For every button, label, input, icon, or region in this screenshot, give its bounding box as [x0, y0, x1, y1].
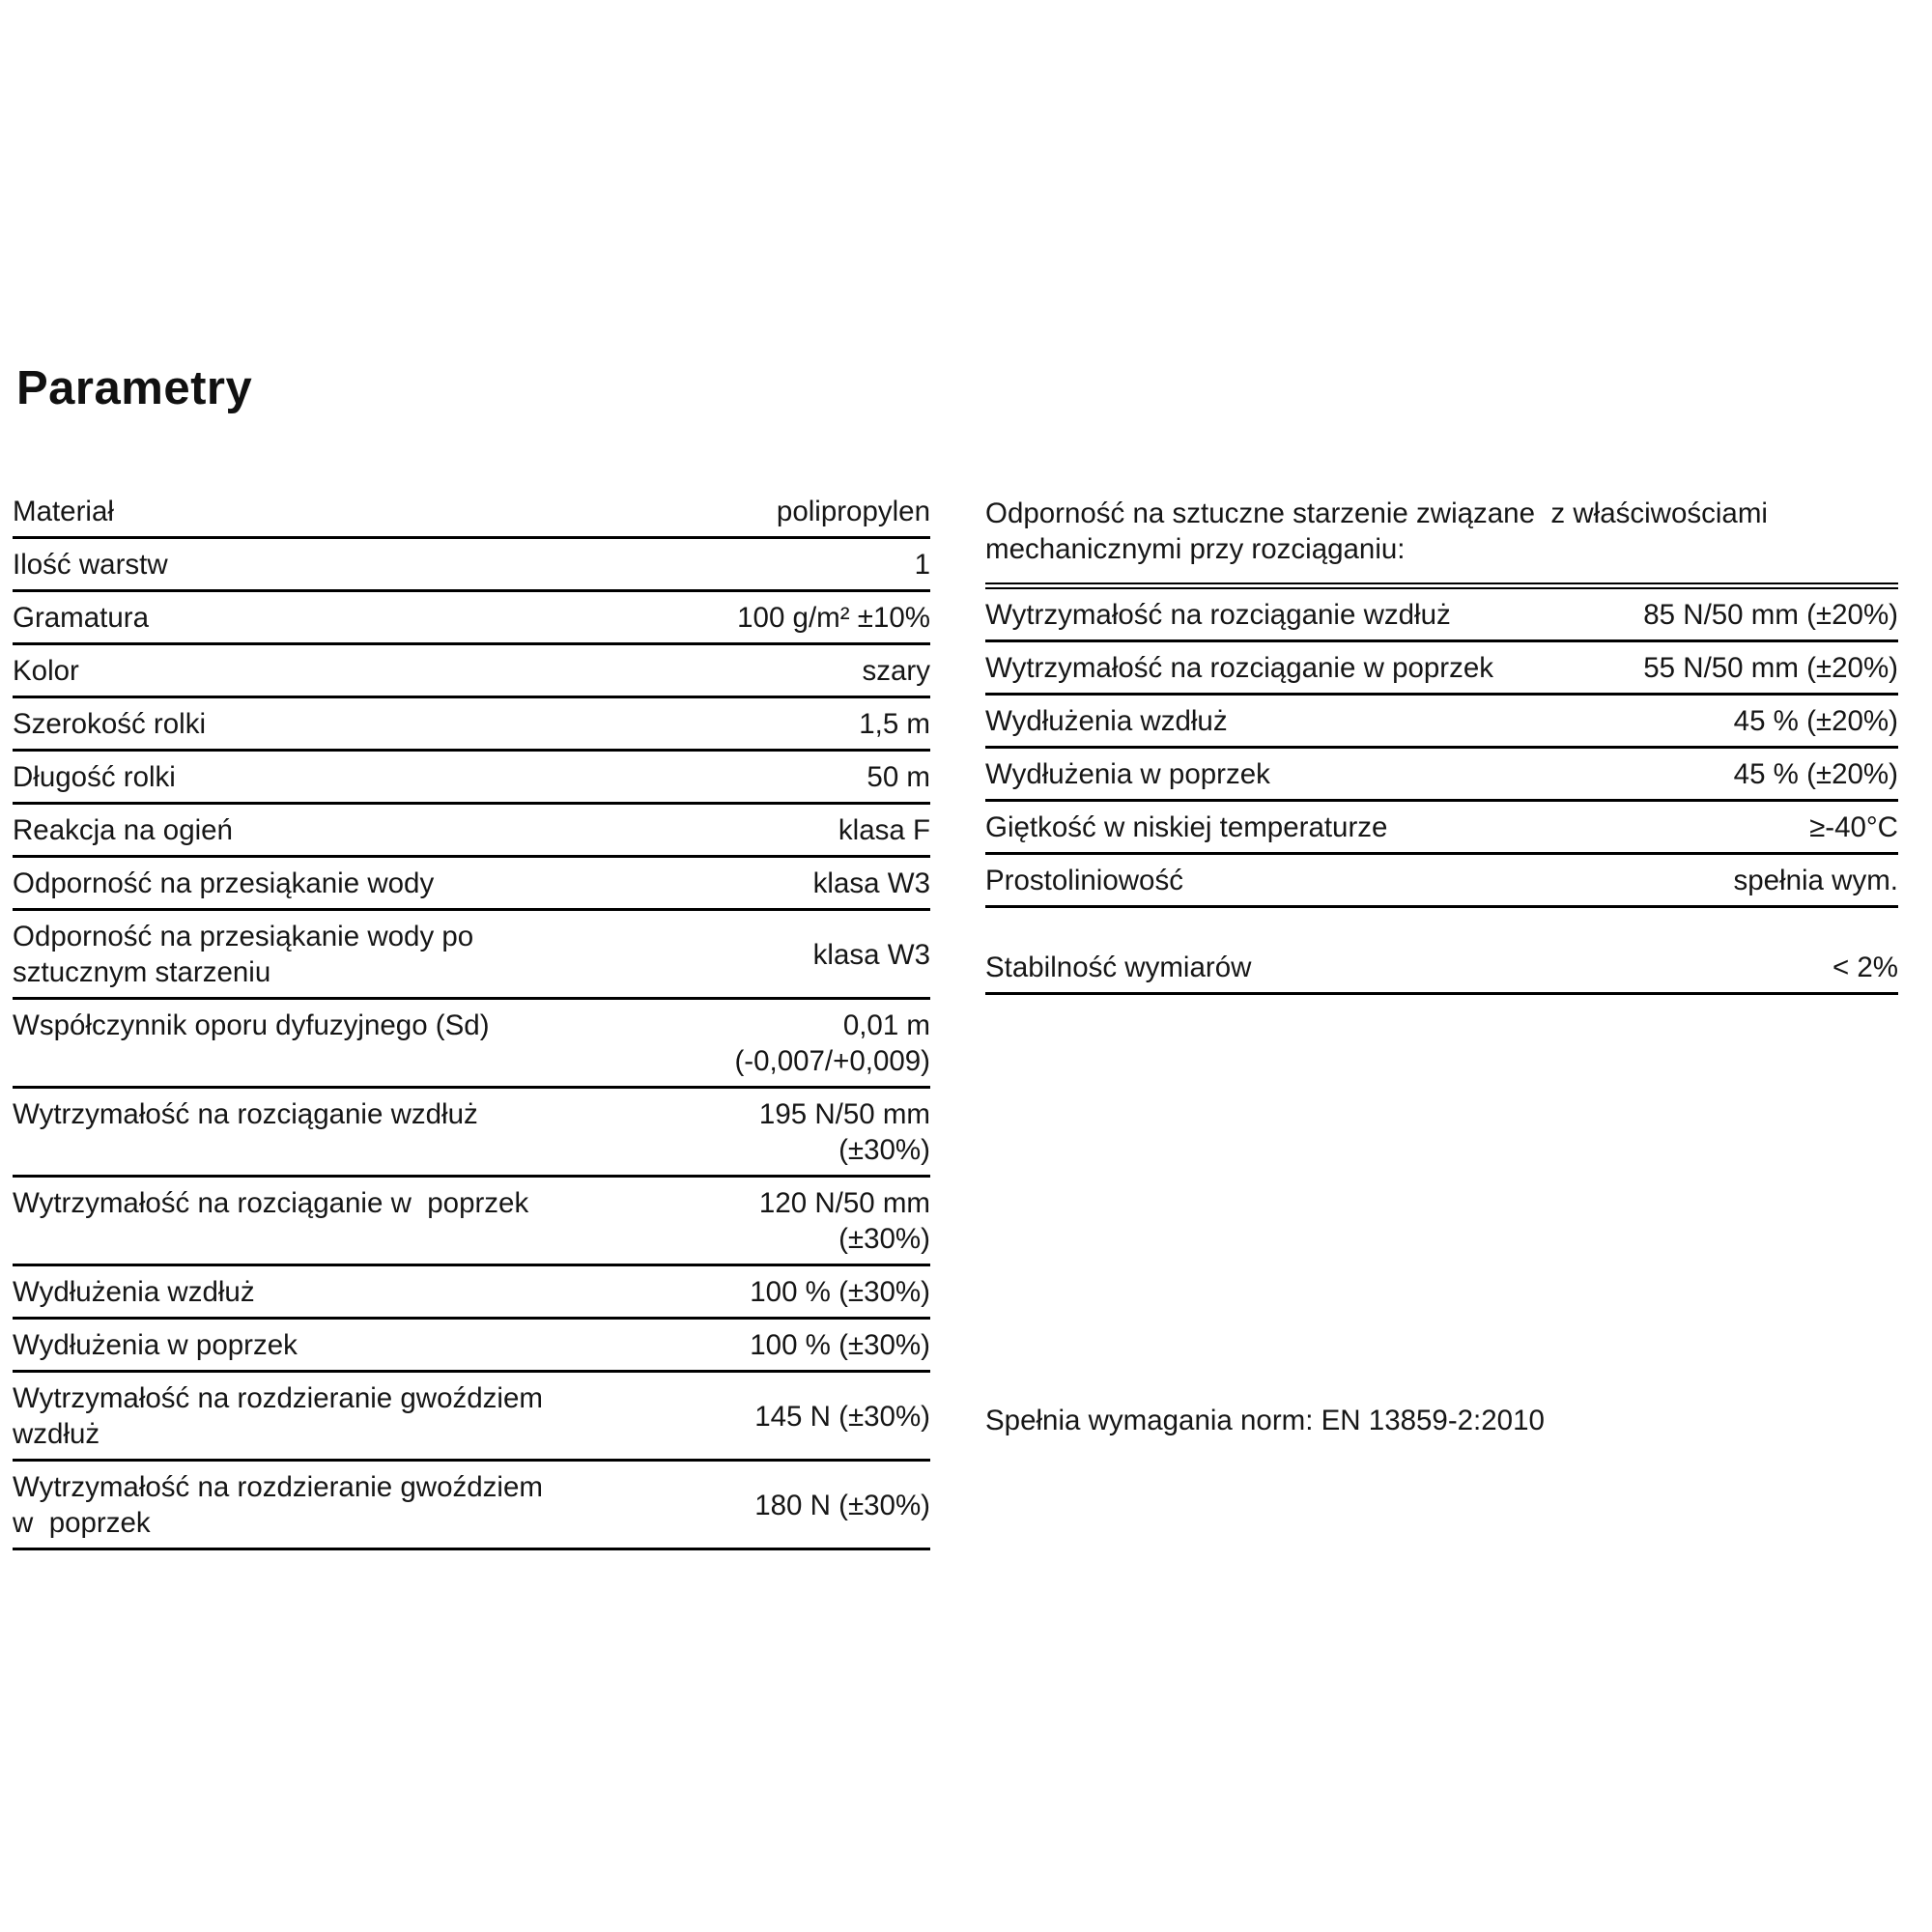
row-label: Prostoliniowość — [985, 865, 1183, 896]
row-label: Wytrzymałość na rozciąganie w poprzek — [13, 1187, 529, 1219]
row-label: Wytrzymałość na rozciąganie w poprzek — [985, 652, 1494, 684]
page-title: Parametry — [16, 362, 253, 414]
row-label: Materiał — [13, 496, 114, 527]
table-section-header: Odporność na sztuczne starzenie związane… — [985, 489, 1898, 589]
row-label: Wytrzymałość na rozdzieranie gwoździem w… — [13, 1382, 543, 1450]
table-row: Wytrzymałość na rozciąganie wzdłuż 195 N… — [13, 1089, 930, 1178]
table-row: Wydłużenia wzdłuż 100 % (±30%) — [13, 1266, 930, 1320]
table-row: Kolor szary — [13, 645, 930, 698]
parameters-table-left: Materiał polipropylen Ilość warstw 1 Gra… — [13, 489, 930, 1550]
standards-note: Spełnia wymagania norm: EN 13859-2:2010 — [985, 1405, 1545, 1436]
table-row: Wytrzymałość na rozciąganie wzdłuż 85 N/… — [985, 589, 1898, 642]
row-value: spełnia wym. — [1733, 865, 1898, 896]
row-value: klasa W3 — [812, 867, 930, 899]
table-row: Wytrzymałość na rozdzieranie gwoździem w… — [13, 1373, 930, 1462]
row-value: polipropylen — [776, 496, 930, 527]
table-row: Materiał polipropylen — [13, 489, 930, 539]
table-row: Odporność na przesiąkanie wody po sztucz… — [13, 911, 930, 1000]
row-label: Ilość warstw — [13, 549, 168, 581]
row-value: 55 N/50 mm (±20%) — [1643, 652, 1898, 684]
row-value: 1 — [914, 549, 930, 581]
table-row: Stabilność wymiarów < 2% — [985, 908, 1898, 995]
row-label: Długość rolki — [13, 761, 176, 793]
table-row: Odporność na przesiąkanie wody klasa W3 — [13, 858, 930, 911]
table-row: Wydłużenia w poprzek 45 % (±20%) — [985, 749, 1898, 802]
table-row: Współczynnik oporu dyfuzyjnego (Sd) 0,01… — [13, 1000, 930, 1089]
row-label: Odporność na przesiąkanie wody — [13, 867, 435, 899]
row-value: 50 m — [867, 761, 930, 793]
row-label: Wytrzymałość na rozdzieranie gwoździem w… — [13, 1471, 543, 1539]
row-label: Odporność na przesiąkanie wody po sztucz… — [13, 921, 474, 988]
row-value: 100 % (±30%) — [750, 1329, 930, 1361]
row-value: 100 g/m² ±10% — [737, 602, 930, 634]
row-label: Wydłużenia wzdłuż — [985, 705, 1228, 737]
row-label: Wytrzymałość na rozciąganie wzdłuż — [985, 599, 1451, 631]
row-label: Gramatura — [13, 602, 149, 634]
row-value: 0,01 m (-0,007/+0,009) — [734, 1009, 930, 1077]
row-label: Współczynnik oporu dyfuzyjnego (Sd) — [13, 1009, 490, 1041]
row-label: Wydłużenia w poprzek — [985, 758, 1270, 790]
row-value: klasa F — [838, 814, 930, 846]
table-row: Wydłużenia wzdłuż 45 % (±20%) — [985, 696, 1898, 749]
table-row: Ilość warstw 1 — [13, 539, 930, 592]
row-label: Wytrzymałość na rozciąganie wzdłuż — [13, 1098, 478, 1130]
table-row: Szerokość rolki 1,5 m — [13, 698, 930, 752]
row-value: 100 % (±30%) — [750, 1276, 930, 1308]
parameters-table-right: Odporność na sztuczne starzenie związane… — [985, 489, 1898, 995]
row-value: 1,5 m — [859, 708, 930, 740]
row-label: Stabilność wymiarów — [985, 952, 1252, 983]
table-row: Gramatura 100 g/m² ±10% — [13, 592, 930, 645]
table-row: Reakcja na ogień klasa F — [13, 805, 930, 858]
row-label: Wydłużenia wzdłuż — [13, 1276, 255, 1308]
table-row: Wytrzymałość na rozciąganie w poprzek 12… — [13, 1178, 930, 1266]
row-value: 120 N/50 mm (±30%) — [758, 1187, 930, 1255]
row-value: klasa W3 — [812, 938, 930, 971]
row-value: 45 % (±20%) — [1733, 758, 1898, 790]
row-value: < 2% — [1832, 952, 1898, 983]
row-value: 145 N (±30%) — [754, 1400, 930, 1433]
row-value: ≥-40°C — [1809, 811, 1898, 843]
table-row: Wydłużenia w poprzek 100 % (±30%) — [13, 1320, 930, 1373]
row-value: 195 N/50 mm (±30%) — [758, 1098, 930, 1166]
table-row: Wytrzymałość na rozciąganie w poprzek 55… — [985, 642, 1898, 696]
row-value: 180 N (±30%) — [754, 1489, 930, 1521]
row-value: 45 % (±20%) — [1733, 705, 1898, 737]
row-label: Giętkość w niskiej temperaturze — [985, 811, 1388, 843]
row-label: Wydłużenia w poprzek — [13, 1329, 298, 1361]
row-value: 85 N/50 mm (±20%) — [1643, 599, 1898, 631]
row-value: szary — [862, 655, 930, 687]
table-row: Długość rolki 50 m — [13, 752, 930, 805]
table-row: Giętkość w niskiej temperaturze ≥-40°C — [985, 802, 1898, 855]
table-row: Prostoliniowość spełnia wym. — [985, 855, 1898, 908]
row-label: Reakcja na ogień — [13, 814, 233, 846]
row-label: Kolor — [13, 655, 79, 687]
row-label: Szerokość rolki — [13, 708, 207, 740]
table-row: Wytrzymałość na rozdzieranie gwoździem w… — [13, 1462, 930, 1550]
